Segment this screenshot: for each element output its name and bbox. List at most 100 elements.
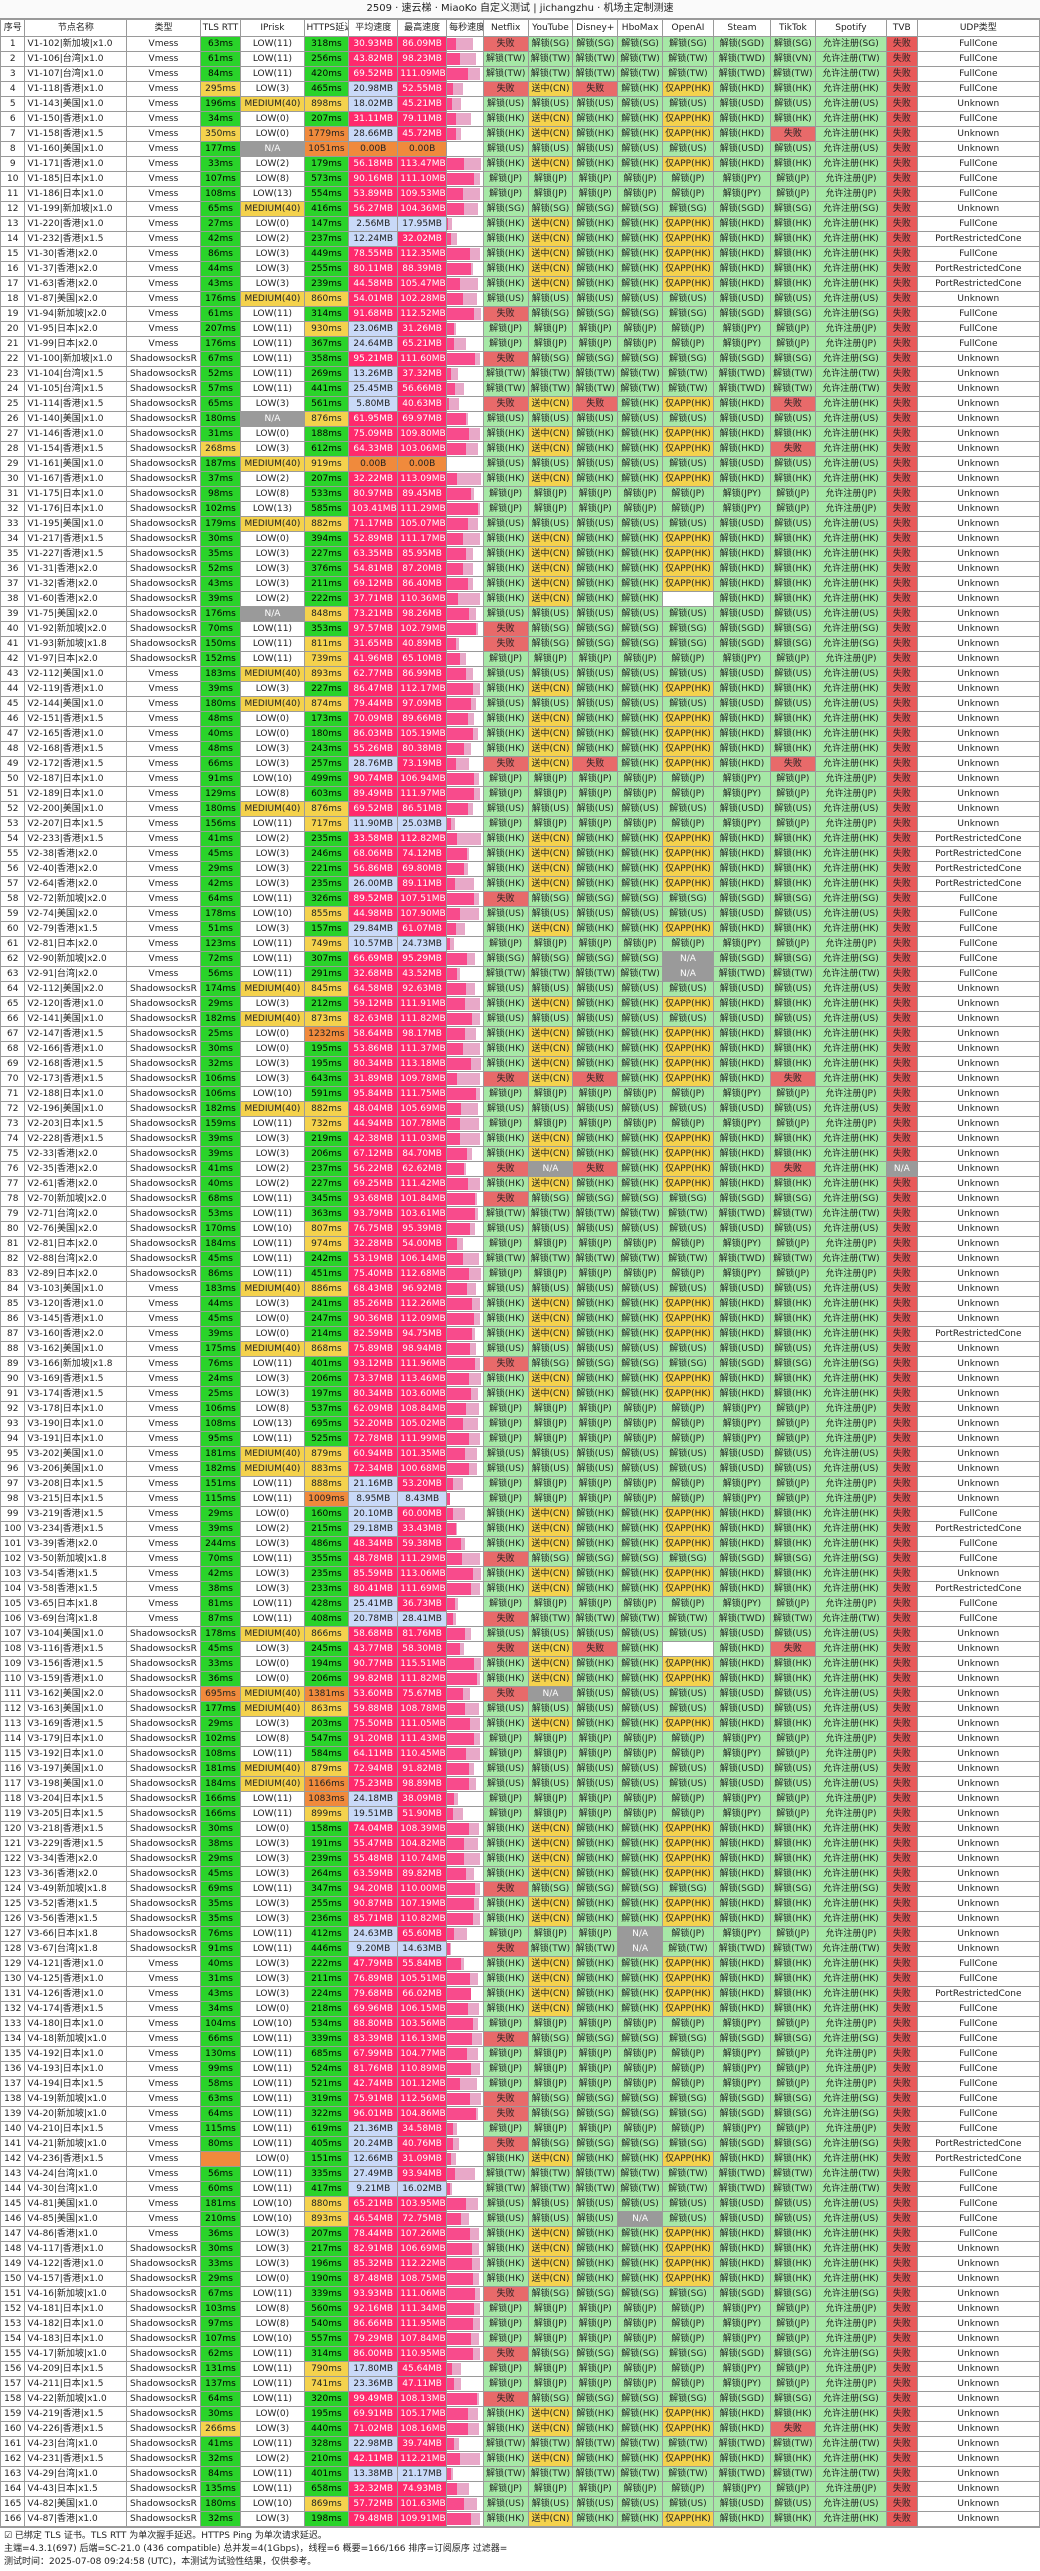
table-cell: 解锁(JP)	[662, 501, 714, 517]
table-cell: LOW(3)	[240, 561, 305, 577]
table-cell: 524ms	[303, 2061, 350, 2077]
table-cell: ShadowsocksR	[126, 1131, 201, 1147]
table-cell: 解锁(JP)	[572, 1401, 619, 1417]
table-cell: 解锁(US)	[527, 411, 574, 427]
table-cell: 解锁(HK)	[482, 261, 529, 277]
table-row: 24 V1-105|台湾|x1.5 ShadowsocksR 57ms LOW(11) 4…	[0, 381, 1040, 397]
table-row: 146 V4-85|美国|x1.0 Vmess 210ms LOW(10) 893ms 46…	[0, 2211, 1040, 2227]
table-cell: 84.70MB	[397, 1146, 448, 1162]
speed-bar-avg	[447, 1343, 470, 1355]
table-cell: 24.18MB	[348, 1791, 399, 1807]
table-cell: 送中(CN)	[527, 2151, 574, 2167]
table-cell: V3-160|香港|x2.0	[24, 1326, 128, 1342]
table-cell: 353ms	[303, 621, 350, 637]
table-cell: MEDIUM(40)	[240, 1686, 305, 1702]
table-cell: 允许注册(JP)	[814, 1476, 888, 1492]
table-cell: 解锁(US)	[527, 1281, 574, 1297]
table-cell: 107.90MB	[397, 906, 448, 922]
table-cell: V2-166|香港|x1.0	[24, 1041, 128, 1057]
table-cell: 29ms	[199, 1716, 242, 1732]
table-cell: 43.52MB	[397, 966, 448, 982]
table-cell: 32ms	[199, 1056, 242, 1072]
table-cell: 108.16MB	[397, 2421, 448, 2437]
table-cell: PortRestrictedCone	[916, 861, 1040, 877]
table-cell: 送中(CN)	[527, 561, 574, 577]
table-cell: 98ms	[199, 486, 242, 502]
table-cell: 557ms	[303, 2331, 350, 2347]
table-cell: 解锁(US)	[572, 696, 619, 712]
column-header: 序号	[0, 19, 26, 37]
table-cell: 允许注册(HK)	[814, 2406, 888, 2422]
table-cell: 解锁(HK)	[482, 1056, 529, 1072]
table-cell: LOW(10)	[240, 1221, 305, 1237]
table-cell: 解锁(HK)	[572, 276, 619, 292]
table-cell: 解锁(US)	[617, 1011, 663, 1027]
table-cell: Vmess	[126, 2226, 201, 2242]
table-cell: LOW(11)	[240, 651, 305, 667]
table-cell: 解锁(JP)	[527, 1266, 574, 1282]
table-cell	[662, 1641, 714, 1657]
table-cell: Unknown	[916, 741, 1040, 757]
table-cell: 解锁(JP)	[662, 1731, 714, 1747]
table-cell: 417ms	[303, 2181, 350, 2197]
speed-bar-max	[447, 218, 453, 230]
table-cell	[446, 1641, 484, 1657]
table-cell	[446, 1236, 484, 1252]
table-cell: 解锁(TW)	[617, 966, 663, 982]
table-cell: Vmess	[126, 666, 201, 682]
table-cell: 177ms	[199, 1701, 242, 1717]
table-cell: 解锁(HK)	[769, 2001, 816, 2017]
table-cell: 38ms	[199, 1581, 242, 1597]
table-cell: 89.82MB	[397, 1866, 448, 1882]
table-cell: 112.68MB	[397, 1266, 448, 1282]
speed-bar-avg	[447, 1913, 473, 1925]
table-cell: V3-169|香港|x1.5	[24, 1371, 128, 1387]
table-cell: Unknown	[916, 1671, 1040, 1687]
table-cell: 失败	[482, 1686, 529, 1702]
table-cell: 58ms	[199, 2076, 242, 2092]
table-cell: 解锁(TWD)	[712, 2166, 771, 2182]
table-cell: 解锁(JPY)	[712, 816, 771, 832]
table-cell: 解锁(US)	[572, 1101, 619, 1117]
table-cell: 18	[0, 291, 26, 307]
table-cell: 11	[0, 186, 26, 202]
table-cell: 解锁(HK)	[572, 2421, 619, 2437]
speed-bar-avg	[447, 1043, 464, 1055]
table-cell: 解锁(JP)	[617, 1746, 663, 1762]
table-cell: 解锁(JP)	[527, 1731, 574, 1747]
table-cell: 52.20MB	[348, 1416, 399, 1432]
table-cell: 5.80MB	[348, 396, 399, 412]
table-cell: 40.89MB	[397, 636, 448, 652]
table-cell: 解锁(JPY)	[712, 1476, 771, 1492]
table-cell: 失败	[886, 1716, 918, 1732]
table-cell: 34ms	[199, 2001, 242, 2017]
table-cell: 37.71MB	[348, 591, 399, 607]
table-cell: 解锁(JP)	[572, 2361, 619, 2377]
table-cell: 解锁(JP)	[769, 651, 816, 667]
table-cell: FullCone	[916, 921, 1040, 937]
table-cell: 146	[0, 2211, 26, 2227]
table-cell: 解锁(HK)	[482, 2256, 529, 2272]
table-cell: 解锁(HKD)	[712, 531, 771, 547]
table-cell: 允许注册(HK)	[814, 711, 888, 727]
table-cell: ShadowsocksR	[126, 1071, 201, 1087]
table-cell: 仅APP(HK)	[662, 1056, 714, 1072]
table-cell	[446, 1926, 484, 1942]
table-cell: 允许注册(TW)	[814, 1251, 888, 1267]
speed-bar-avg	[447, 1388, 471, 1400]
table-cell: 解锁(HK)	[482, 2451, 529, 2467]
table-cell: 60	[0, 921, 26, 937]
table-cell	[446, 1191, 484, 1207]
table-cell: 允许注册(US)	[814, 2211, 888, 2227]
table-cell	[446, 366, 484, 382]
table-cell: 解锁(US)	[482, 1221, 529, 1237]
table-cell: 解锁(JP)	[769, 2331, 816, 2347]
table-cell: V2-119|香港|x1.0	[24, 681, 128, 697]
table-cell: Vmess	[126, 1476, 201, 1492]
table-cell: 解锁(JP)	[527, 651, 574, 667]
table-cell	[446, 441, 484, 457]
speed-bar-avg	[447, 83, 454, 95]
table-cell: 14.63MB	[397, 1941, 448, 1957]
speed-bar-avg	[447, 503, 478, 515]
table-cell: 195ms	[303, 2406, 350, 2422]
